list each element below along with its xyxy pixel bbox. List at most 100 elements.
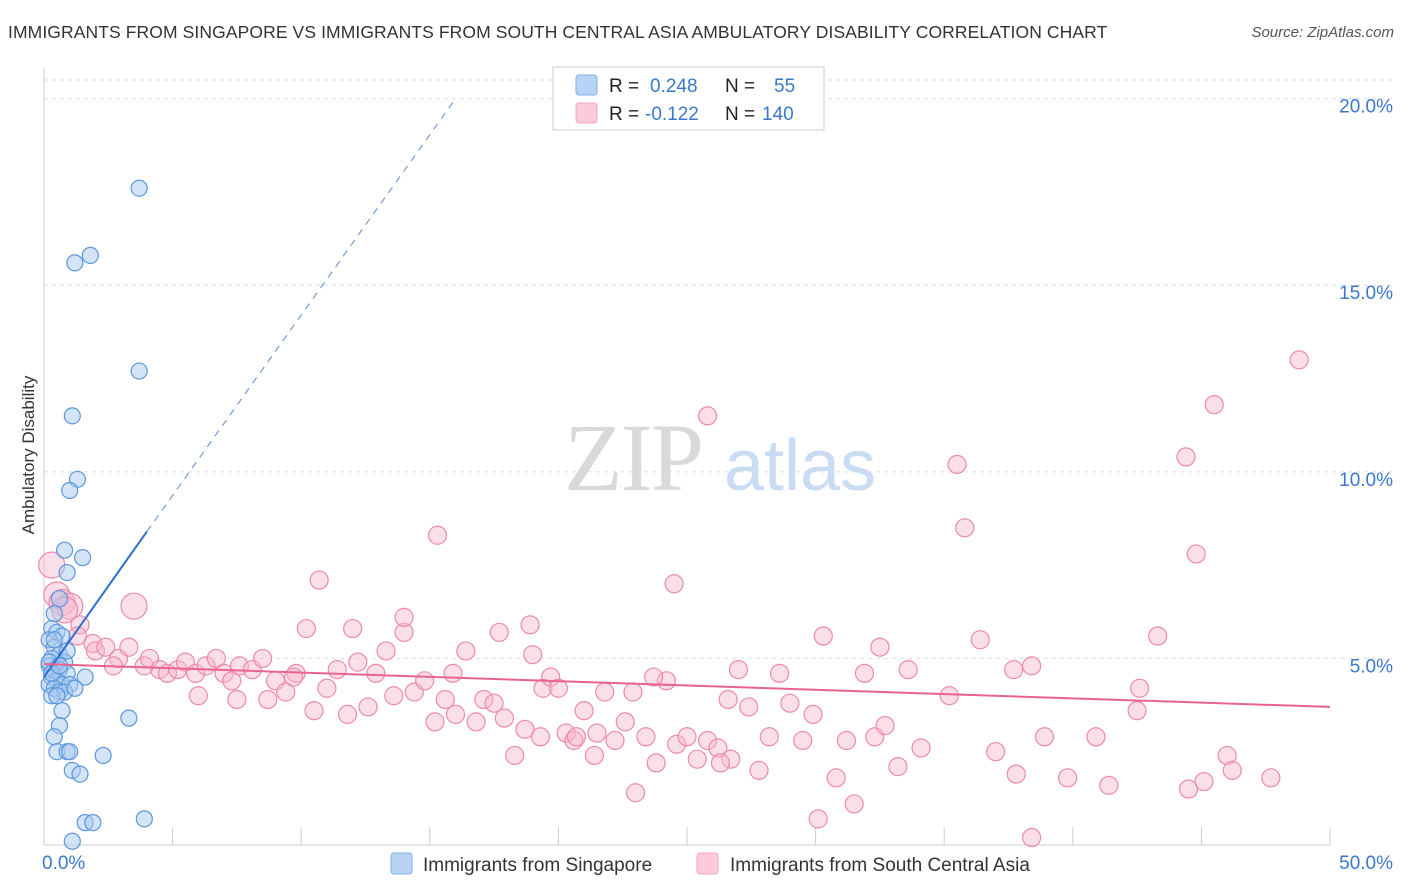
y-axis-label: Ambulatory Disability <box>19 375 38 534</box>
data-point-sca-117 <box>343 618 363 639</box>
stats-swatch-blue <box>575 74 598 96</box>
data-point-sca-84 <box>826 768 846 788</box>
data-point-singapore-38 <box>45 728 63 746</box>
data-point-sca-112 <box>309 570 329 590</box>
y-tick-label-3: 20.0% <box>1339 97 1393 118</box>
data-point-sca-87 <box>854 663 875 683</box>
data-point-sca-44 <box>425 712 445 732</box>
data-point-sca-133 <box>643 667 664 687</box>
data-point-sca-34 <box>327 660 347 680</box>
data-point-sca-45 <box>435 689 455 710</box>
data-point-sca-135 <box>566 727 587 747</box>
data-point-sca-62 <box>595 682 615 702</box>
legend-label-south-central-asia: Immigrants from South Central Asia <box>730 855 1030 876</box>
data-point-sca-97 <box>1004 660 1024 680</box>
data-point-sca-103 <box>1148 626 1168 646</box>
data-point-sca-47 <box>456 641 476 661</box>
data-point-singapore-9 <box>58 563 76 582</box>
data-point-singapore-48 <box>63 832 81 850</box>
data-point-sca-114 <box>394 607 414 627</box>
axes <box>43 68 1331 846</box>
data-point-sca-99 <box>1034 727 1055 747</box>
data-point-sca-137 <box>1006 764 1026 784</box>
data-point-sca-116 <box>520 615 540 635</box>
chart-title: IMMIGRANTS FROM SINGAPORE VS IMMIGRANTS … <box>8 22 1108 42</box>
data-point-singapore-54 <box>66 679 84 697</box>
data-point-sca-58 <box>556 723 576 743</box>
data-point-sca-138 <box>530 727 550 747</box>
data-point-sca-32 <box>304 701 324 721</box>
data-point-sca-90 <box>888 757 908 777</box>
data-point-sca-129 <box>1261 768 1281 788</box>
data-point-sca-107 <box>1176 447 1196 467</box>
data-point-sca-79 <box>769 663 790 683</box>
data-point-sca-43 <box>415 671 435 691</box>
data-point-singapore-3 <box>130 362 148 380</box>
data-point-sca-57 <box>548 678 569 698</box>
data-point-sca-64 <box>615 712 635 732</box>
data-point-sca-115 <box>489 622 509 642</box>
data-point-sca-123 <box>623 682 643 702</box>
data-point-sca-75 <box>728 660 749 680</box>
data-point-sca-71 <box>687 749 707 769</box>
data-point-sca-33 <box>317 678 337 698</box>
data-point-sca-46 <box>445 704 466 724</box>
data-point-sca-69 <box>667 734 687 754</box>
data-point-sca-136 <box>710 753 731 773</box>
data-point-sca-85 <box>836 730 857 751</box>
series-south-central-asia <box>38 350 1309 848</box>
data-point-sca-76 <box>739 697 759 717</box>
data-point-sca-63 <box>605 730 625 751</box>
series-singapore <box>40 179 153 850</box>
source-label: Source: ZipAtlas.com <box>1251 24 1394 41</box>
y-tick-label-2: 15.0% <box>1339 283 1393 304</box>
stats-n-label-pink: N = <box>725 104 755 125</box>
data-point-sca-12 <box>120 592 148 620</box>
data-point-sca-66 <box>636 727 656 747</box>
data-point-singapore-7 <box>55 541 74 559</box>
stats-n-value-blue: 55 <box>774 76 795 97</box>
x-tick-label-1: 50.0% <box>1339 853 1393 874</box>
data-point-singapore-4 <box>63 407 81 425</box>
data-point-sca-67 <box>646 753 666 773</box>
data-point-singapore-10 <box>50 590 69 608</box>
data-point-sca-111 <box>427 525 448 545</box>
data-point-sca-121 <box>258 689 278 710</box>
data-point-sca-122 <box>443 663 463 683</box>
data-point-sca-54 <box>523 645 543 665</box>
data-point-sca-24 <box>222 671 242 691</box>
data-point-sca-70 <box>677 727 697 747</box>
data-point-sca-131 <box>808 809 828 829</box>
data-point-sca-100 <box>1058 768 1078 788</box>
stats-legend-box <box>552 66 825 131</box>
data-point-sca-93 <box>939 686 959 706</box>
data-point-sca-73 <box>708 738 728 758</box>
trend-line-singapore-extension <box>146 98 456 532</box>
data-point-sca-29 <box>276 682 296 702</box>
data-point-sca-132 <box>1022 827 1042 848</box>
data-point-sca-74 <box>721 749 741 769</box>
data-point-singapore-46 <box>84 814 102 832</box>
data-point-sca-7 <box>83 633 103 654</box>
data-point-sca-102 <box>1130 678 1150 698</box>
data-point-singapore-2 <box>66 254 84 272</box>
data-point-sca-110 <box>1289 350 1309 370</box>
y-tick-label-0: 5.0% <box>1350 656 1393 677</box>
stats-legend: R = 0.248 N = 55 R = -0.122 N = 140 <box>552 66 825 131</box>
data-point-sca-72 <box>697 730 718 751</box>
data-point-singapore-42 <box>94 746 112 765</box>
data-point-sca-94 <box>955 518 975 538</box>
grid-lines <box>44 79 1392 659</box>
stats-n-value-pink: 140 <box>762 104 794 125</box>
trend-line-south-central-asia <box>43 663 1331 708</box>
data-point-sca-120 <box>227 689 247 710</box>
data-point-singapore-35 <box>53 702 71 720</box>
data-point-sca-139 <box>587 723 607 743</box>
y-tick-labels: 5.0% 10.0% 15.0% 20.0% <box>1339 97 1393 678</box>
data-point-sca-78 <box>759 727 779 747</box>
data-point-singapore-36 <box>120 709 138 727</box>
data-point-sca-61 <box>584 745 605 766</box>
data-point-sca-128 <box>1222 760 1242 780</box>
data-point-singapore-34 <box>48 687 66 705</box>
